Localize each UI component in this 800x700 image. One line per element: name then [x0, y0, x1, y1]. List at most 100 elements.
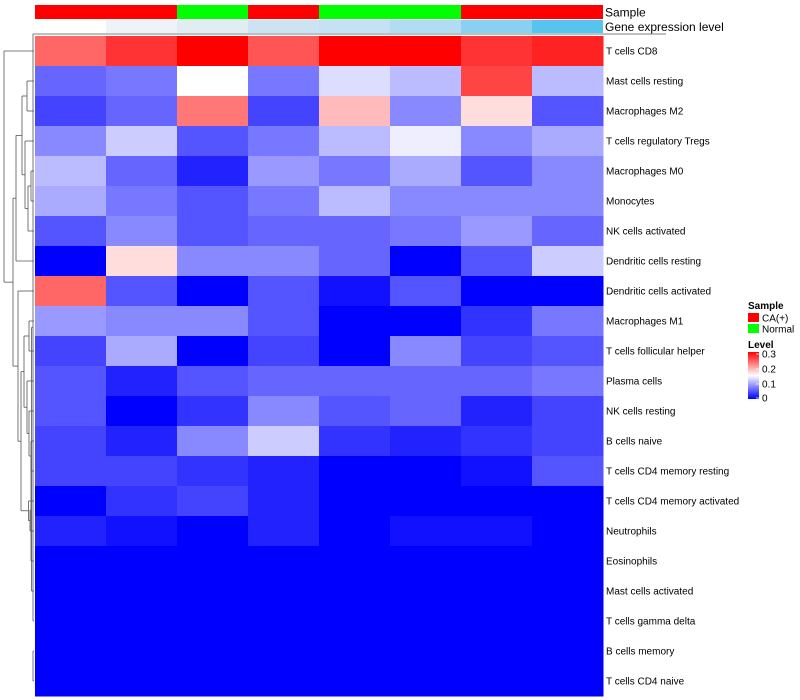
heatmap-cell — [35, 456, 107, 487]
heatmap-cell — [390, 336, 462, 367]
heatmap-cell — [461, 456, 533, 487]
heatmap-cell — [461, 546, 533, 577]
heatmap-cell — [532, 126, 604, 157]
heatmap-cell — [177, 546, 249, 577]
heatmap-cell — [319, 306, 391, 337]
row-label: B cells memory — [606, 647, 674, 658]
heatmap-cell — [390, 186, 462, 217]
heatmap-cell — [106, 516, 178, 547]
heatmap-cell — [177, 186, 249, 217]
heatmap-cell — [319, 366, 391, 397]
heatmap-cell — [390, 366, 462, 397]
heatmap-cell — [532, 516, 604, 547]
heatmap-cell — [532, 306, 604, 337]
heatmap-cell — [106, 336, 178, 367]
heatmap-cell — [248, 426, 320, 457]
heatmap-cell — [532, 546, 604, 577]
heatmap-cell — [390, 516, 462, 547]
heatmap-cell — [35, 366, 107, 397]
heatmap-cell — [319, 36, 391, 67]
heatmap-cell — [390, 486, 462, 517]
heatmap-cell — [248, 606, 320, 637]
heatmap-cell — [248, 216, 320, 247]
heatmap-cell — [177, 36, 249, 67]
gene-expression-annotation-cell — [319, 20, 390, 33]
heatmap-cell — [177, 576, 249, 607]
heatmap-cell — [106, 36, 178, 67]
sample-annotation-cell — [532, 5, 603, 19]
heatmap-cell — [390, 246, 462, 277]
gene-expression-annotation-cell — [106, 20, 177, 33]
heatmap-cell — [390, 306, 462, 337]
heatmap-cell — [248, 156, 320, 187]
sample-annotation-cell — [390, 5, 461, 19]
sample-annotation-cell — [35, 5, 106, 19]
heatmap-cell — [248, 336, 320, 367]
row-label: NK cells activated — [606, 227, 685, 238]
row-label: T cells regulatory Tregs — [606, 137, 710, 148]
heatmap-cell — [532, 276, 604, 307]
heatmap-cell — [319, 66, 391, 97]
legend-sample-title: Sample — [748, 301, 784, 312]
heatmap-cell — [461, 246, 533, 277]
row-label: Dendritic cells activated — [606, 287, 711, 298]
legend-tick-0-3: 0.3 — [762, 350, 776, 361]
heatmap-cell — [248, 576, 320, 607]
heatmap-cell — [35, 36, 107, 67]
heatmap-cell — [248, 516, 320, 547]
heatmap-cell — [390, 456, 462, 487]
heatmap-cell — [532, 186, 604, 217]
legend-tick-0-1: 0.1 — [762, 380, 776, 391]
heatmap-cell — [461, 426, 533, 457]
heatmap-cell — [177, 396, 249, 427]
legend-tick-0-2: 0.2 — [762, 365, 776, 376]
heatmap-cell — [35, 216, 107, 247]
heatmap-cell — [106, 396, 178, 427]
heatmap-cell — [177, 336, 249, 367]
heatmap-cell — [177, 516, 249, 547]
heatmap-cell — [106, 666, 178, 697]
heatmap-cell — [390, 396, 462, 427]
row-label: Macrophages M2 — [606, 107, 684, 118]
column-annotations — [35, 5, 603, 33]
gene-expression-annotation-cell — [177, 20, 248, 33]
heatmap-cell — [35, 426, 107, 457]
heatmap-cell — [177, 66, 249, 97]
heatmap-cell — [106, 486, 178, 517]
heatmap-cell — [177, 456, 249, 487]
sample-annotation-cell — [177, 5, 248, 19]
heatmap-cell — [319, 516, 391, 547]
heatmap-cell — [248, 246, 320, 277]
heatmap-cell — [177, 216, 249, 247]
heatmap-cell — [532, 66, 604, 97]
heatmap-cell — [319, 546, 391, 577]
heatmap-cell — [461, 606, 533, 637]
heatmap-cell — [106, 546, 178, 577]
row-label: Mast cells resting — [606, 77, 683, 88]
heatmap-cell — [390, 156, 462, 187]
heatmap-cell — [532, 636, 604, 667]
heatmap-cell — [461, 96, 533, 127]
heatmap-cell — [248, 306, 320, 337]
heatmap-cell — [319, 126, 391, 157]
heatmap-cell — [532, 576, 604, 607]
heatmap-cell — [35, 306, 107, 337]
heatmap-cell — [35, 396, 107, 427]
heatmap-cell — [35, 96, 107, 127]
heatmap-cell — [390, 96, 462, 127]
heatmap-cell — [319, 426, 391, 457]
heatmap-cell — [35, 66, 107, 97]
heatmap-cell — [532, 246, 604, 277]
heatmap-cell — [248, 36, 320, 67]
heatmap-cell — [390, 276, 462, 307]
heatmap-cell — [177, 426, 249, 457]
heatmap-cell — [177, 276, 249, 307]
heatmap-cell — [319, 96, 391, 127]
row-label: Macrophages M1 — [606, 317, 684, 328]
heatmap-cell — [248, 546, 320, 577]
row-label: T cells CD4 memory activated — [606, 497, 739, 508]
heatmap-cell — [35, 126, 107, 157]
heatmap-cell — [461, 366, 533, 397]
legend-swatch-ca — [748, 313, 759, 322]
